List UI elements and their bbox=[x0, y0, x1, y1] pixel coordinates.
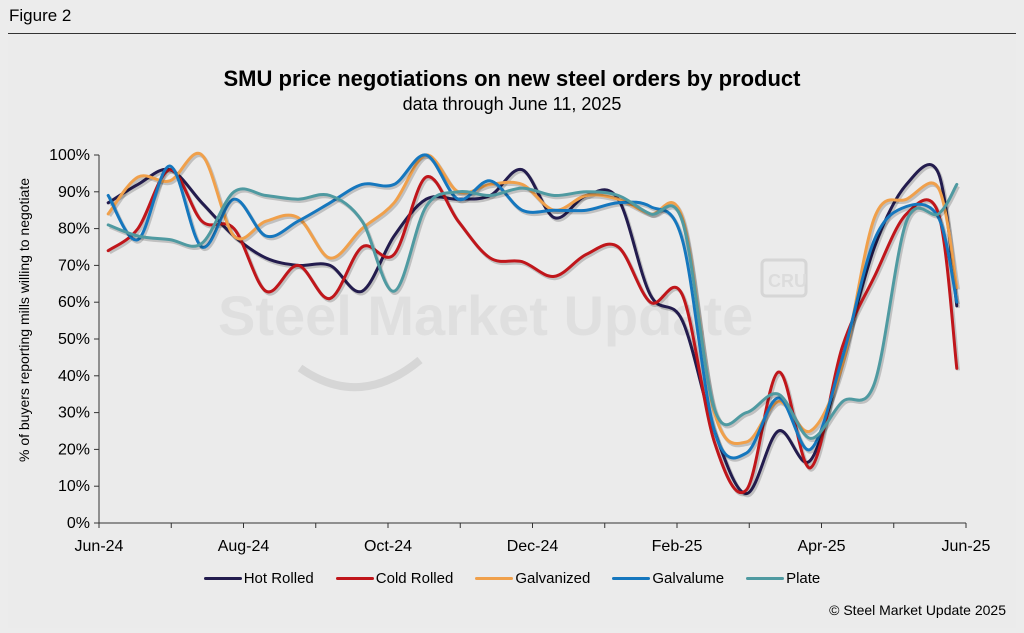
copyright: © Steel Market Update 2025 bbox=[829, 602, 1006, 618]
series-line-plate bbox=[106, 182, 959, 440]
watermark-swoosh bbox=[297, 356, 423, 392]
legend-item-hot-rolled: Hot Rolled bbox=[203, 570, 314, 587]
chart-title: SMU price negotiations on new steel orde… bbox=[223, 66, 801, 91]
x-tick-label: Oct-24 bbox=[364, 538, 412, 555]
y-tick-label: 0% bbox=[67, 515, 90, 532]
legend-item-plate: Plate bbox=[746, 570, 820, 587]
y-tick-label: 60% bbox=[58, 294, 90, 311]
legend-swatch-galvanized bbox=[475, 577, 514, 580]
legend-label-galvalume: Galvalume bbox=[652, 570, 725, 587]
x-tick-label: Feb-25 bbox=[652, 538, 703, 555]
legend-item-galvalume: Galvalume bbox=[612, 570, 724, 587]
x-tick-label: Dec-24 bbox=[507, 538, 559, 555]
legend-label-galvanized: Galvanized bbox=[515, 570, 591, 587]
y-ticks: 0% 10% 20% 30% 40% 50% 60% 70% 80% 90% 100% bbox=[49, 147, 99, 532]
legend: Hot Rolled Cold Rolled Galvanized Galvalume… bbox=[0, 570, 1024, 587]
series-line-galvalume bbox=[106, 153, 959, 460]
series-line-cold-rolled bbox=[106, 168, 959, 494]
chart-subtitle: data through June 11, 2025 bbox=[402, 94, 622, 114]
legend-label-plate: Plate bbox=[786, 570, 821, 587]
x-tick-label: Jun-25 bbox=[942, 538, 991, 555]
x-tick-label: Apr-25 bbox=[797, 538, 845, 555]
legend-swatch-cold-rolled bbox=[335, 577, 374, 580]
y-tick-label: 10% bbox=[58, 478, 90, 495]
watermark-logo-box bbox=[760, 258, 808, 298]
y-tick-label: 100% bbox=[49, 147, 90, 164]
y-tick-label: 30% bbox=[58, 405, 90, 422]
x-tick-label: Jun-24 bbox=[75, 538, 124, 555]
y-axis-label: % of buyers reporting mills willing to n… bbox=[16, 177, 32, 463]
y-tick-label: 70% bbox=[58, 257, 90, 274]
legend-swatch-hot-rolled bbox=[203, 577, 242, 580]
legend-label-cold-rolled: Cold Rolled bbox=[375, 570, 454, 587]
figure-label: Figure 2 bbox=[9, 6, 72, 25]
watermark: Steel Market Update CRU bbox=[218, 258, 808, 392]
legend-label-hot-rolled: Hot Rolled bbox=[243, 570, 314, 587]
y-tick-label: 90% bbox=[58, 184, 90, 201]
x-tick-label: Aug-24 bbox=[218, 538, 270, 555]
legend-swatch-plate bbox=[746, 577, 785, 580]
y-tick-label: 50% bbox=[58, 331, 90, 348]
y-tick-label: 40% bbox=[58, 368, 90, 385]
watermark-logo-text: CRU bbox=[768, 271, 807, 291]
y-tick-label: 20% bbox=[58, 441, 90, 458]
watermark-brand-text: Steel Market Update bbox=[218, 284, 753, 347]
series-lines bbox=[106, 151, 961, 498]
y-tick-label: 80% bbox=[58, 221, 90, 238]
header-rule bbox=[8, 33, 1016, 34]
series-line-shadow-plate bbox=[109, 185, 960, 443]
legend-item-galvanized: Galvanized bbox=[475, 570, 590, 587]
x-ticks: Jun-24 Aug-24 Oct-24 Dec-24 Feb-25 Apr-25 Jun-… bbox=[75, 523, 991, 555]
legend-swatch-galvalume bbox=[612, 577, 651, 580]
legend-item-cold-rolled: Cold Rolled bbox=[335, 570, 454, 587]
